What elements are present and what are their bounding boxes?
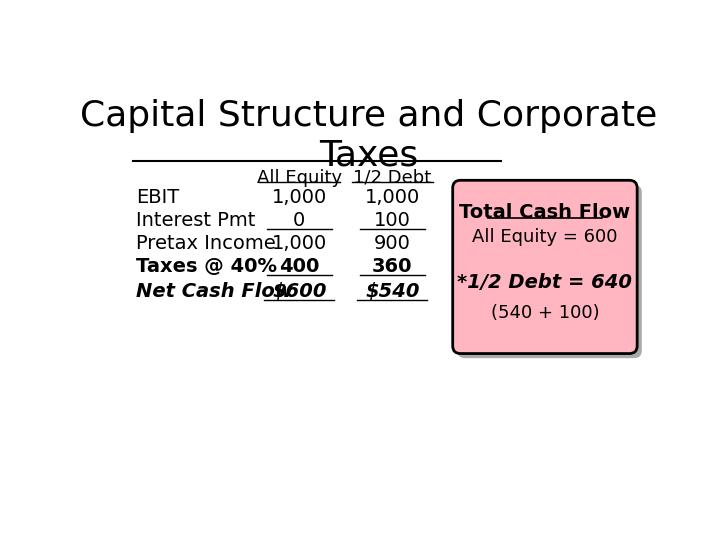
Text: 400: 400 [279, 257, 320, 276]
Text: *1/2 Debt = 640: *1/2 Debt = 640 [457, 273, 632, 292]
Text: All Equity: All Equity [257, 168, 342, 187]
Text: Interest Pmt: Interest Pmt [137, 211, 256, 230]
Text: $600: $600 [272, 282, 326, 301]
Text: 100: 100 [374, 211, 410, 230]
Text: Capital Structure and Corporate
Taxes: Capital Structure and Corporate Taxes [81, 99, 657, 173]
Text: All Equity = 600: All Equity = 600 [472, 228, 618, 246]
Text: 1/2 Debt: 1/2 Debt [353, 168, 431, 187]
Text: 0: 0 [293, 211, 305, 230]
Text: 1,000: 1,000 [364, 188, 420, 207]
Text: 900: 900 [374, 234, 410, 253]
Text: 1,000: 1,000 [271, 234, 327, 253]
Text: Pretax Income: Pretax Income [137, 234, 276, 253]
Text: Taxes @ 40%: Taxes @ 40% [137, 257, 277, 276]
Text: EBIT: EBIT [137, 188, 180, 207]
FancyBboxPatch shape [457, 185, 642, 358]
Text: 360: 360 [372, 257, 413, 276]
FancyBboxPatch shape [453, 180, 637, 354]
Text: Total Cash Flow: Total Cash Flow [459, 204, 631, 222]
Text: Net Cash Flow: Net Cash Flow [137, 282, 293, 301]
Text: $540: $540 [365, 282, 420, 301]
Text: (540 + 100): (540 + 100) [490, 303, 599, 321]
Text: 1,000: 1,000 [271, 188, 327, 207]
